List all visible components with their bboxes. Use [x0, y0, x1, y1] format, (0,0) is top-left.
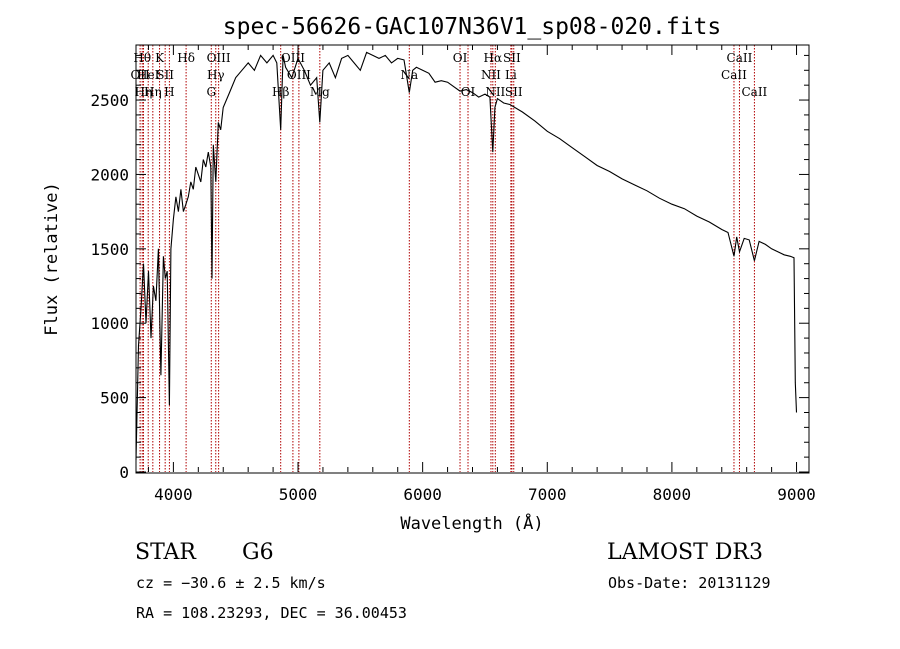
y-tick-label-4: 2000: [90, 165, 129, 184]
line-label-27: CaII: [741, 85, 767, 99]
line-label-20: Hα: [484, 51, 503, 65]
x-tick-label-4: 8000: [653, 485, 692, 504]
x-tick-label-5: 9000: [777, 485, 816, 504]
obs-date-text: Obs-Date: 20131129: [608, 574, 771, 592]
line-label-21: NII: [485, 85, 505, 99]
line-label-18: OI: [461, 85, 476, 99]
y-tick-label-5: 2500: [90, 91, 129, 110]
survey-label: LAMOST DR3: [607, 540, 763, 565]
x-tick-label-0: 4000: [154, 485, 193, 504]
line-label-5: K: [155, 51, 165, 65]
line-label-6: SII: [156, 68, 174, 82]
line-label-16: Na: [400, 68, 418, 82]
line-label-26: CaII: [727, 51, 753, 65]
spectral-line-labels: HθOIIHηHeIHηKSIIHHδGHγOIIIHβOIIIOIIIMgNa…: [130, 51, 767, 99]
y-tick-label-0: 0: [119, 463, 129, 482]
line-label-11: OIII: [207, 51, 231, 65]
line-label-4: Hη: [144, 85, 162, 99]
line-label-24: SII: [505, 85, 523, 99]
line-label-19: NII: [481, 68, 501, 82]
chart-title: spec-56626-GAC107N36V1_sp08-020.fits: [223, 14, 722, 40]
y-tick-label-1: 500: [100, 389, 129, 408]
x-axis: 4000 5000 6000 7000 8000 9000: [147, 45, 816, 504]
line-label-9: G: [206, 85, 216, 99]
line-label-12: Hβ: [272, 85, 289, 99]
line-label-2: Hη: [135, 85, 153, 99]
x-tick-label-1: 5000: [279, 485, 318, 504]
line-label-23: SII: [503, 51, 521, 65]
line-label-10: Hγ: [207, 68, 225, 82]
series-line-flux: [135, 51, 798, 461]
line-label-1: OII: [130, 68, 150, 82]
y-axis: 0 500 1000 1500 2000 2500: [90, 54, 809, 482]
line-label-15: Mg: [310, 85, 330, 99]
star-subclass: G6: [242, 540, 274, 565]
y-tick-label-2: 1000: [90, 314, 129, 333]
redshift-text: cz = −30.6 ± 2.5 km/s: [136, 574, 326, 592]
coordinates-text: RA = 108.23293, DEC = 36.00453: [136, 604, 407, 622]
line-label-25: CaII: [721, 68, 747, 82]
y-tick-label-3: 1500: [90, 240, 129, 259]
plot-frame: [135, 44, 810, 474]
line-label-17: OI: [453, 51, 468, 65]
x-tick-label-2: 6000: [403, 485, 442, 504]
line-label-0: Hθ: [133, 51, 151, 65]
x-axis-label: Wavelength (Å): [400, 512, 543, 534]
line-label-22: Li: [505, 68, 517, 82]
star-class: STAR: [135, 540, 196, 565]
line-label-3: HeI: [137, 68, 160, 82]
y-axis-label: Flux (relative): [42, 182, 62, 336]
line-label-8: Hδ: [177, 51, 195, 65]
x-tick-label-3: 7000: [528, 485, 567, 504]
line-label-7: H: [164, 85, 174, 99]
spectral-line-markers: [139, 45, 755, 472]
